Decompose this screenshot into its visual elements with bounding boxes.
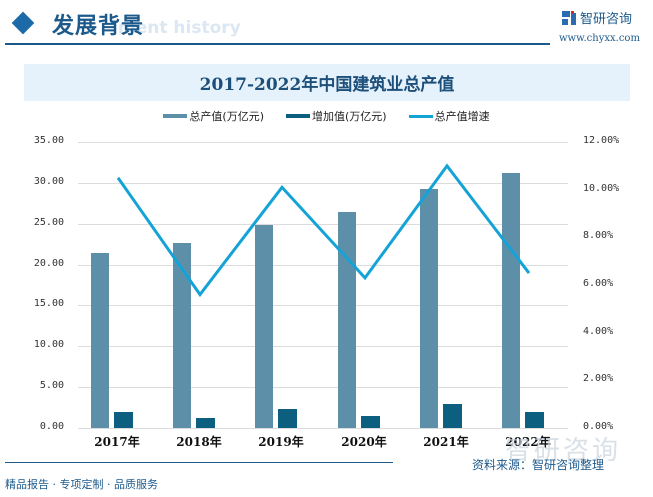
logo-icon: [562, 10, 576, 25]
legend-swatch-added: [286, 114, 310, 118]
y-right-tick: 0.00%: [583, 421, 614, 432]
bar-total-output: [502, 173, 520, 428]
chart-title-band: 2017-2022年中国建筑业总产值: [24, 64, 630, 101]
legend-label: 增加值(万亿元): [312, 110, 387, 123]
gridline: [78, 182, 568, 184]
y-right-tick: 10.00%: [583, 182, 620, 194]
header-divider: [5, 43, 550, 45]
bar-added-value: [196, 418, 215, 428]
legend-swatch-growth: [408, 114, 433, 118]
source-note: 资料来源：智研咨询整理: [472, 458, 605, 472]
gridline: [78, 264, 568, 266]
y-left-tick: 5.00: [39, 380, 64, 392]
bar-total-output: [173, 243, 191, 428]
section-header: ment history 发展背景 智研咨询 www.chyxx.com: [0, 0, 653, 60]
legend-item-total: 总产值(万亿元): [163, 108, 264, 124]
y-right-tick: 2.00%: [583, 373, 614, 385]
x-axis-label: 2019年: [258, 435, 304, 449]
watermark-text: 智研咨询: [505, 436, 622, 466]
logo-text: 智研咨询: [580, 12, 633, 27]
y-left-tick: 10.00: [33, 339, 64, 351]
chart-legend: 总产值(万亿元) 增加值(万亿元) 总产值增速: [0, 108, 653, 124]
legend-swatch-total: [163, 114, 188, 118]
gridline: [78, 305, 568, 307]
y-right-tick: 12.00%: [583, 135, 620, 146]
y-left-tick: 0.00: [39, 421, 64, 432]
bar-total-output: [91, 253, 109, 428]
bar-total-output: [255, 225, 273, 428]
legend-label: 总产值(万亿元): [189, 110, 264, 123]
gridline: [78, 428, 568, 429]
footer-tagline: 精品报告 · 专项定制 · 品质服务: [5, 478, 158, 491]
bar-added-value: [443, 404, 462, 428]
brand-logo: 智研咨询: [562, 8, 632, 27]
y-left-tick: 20.00: [33, 257, 64, 269]
legend-label: 总产值增速: [434, 110, 490, 123]
bar-added-value: [525, 412, 544, 428]
section-title: 发展背景: [52, 13, 145, 39]
logo-url: www.chyxx.com: [559, 33, 640, 44]
header-subtitle-watermark: ment history: [118, 18, 241, 38]
y-right-tick: 6.00%: [583, 278, 614, 289]
y-right-tick: 8.00%: [583, 230, 614, 242]
chart-title: 2017-2022年中国建筑业总产值: [199, 75, 455, 95]
bar-total-output: [420, 188, 438, 428]
gridline: [78, 142, 568, 143]
x-axis-label: 2021年: [423, 435, 469, 449]
bar-added-value: [361, 415, 380, 428]
legend-item-growth: 总产值增速: [408, 108, 490, 124]
y-left-tick: 35.00: [33, 135, 64, 146]
gridline: [78, 223, 568, 225]
gridline: [78, 387, 568, 389]
legend-item-added: 增加值(万亿元): [286, 108, 387, 124]
y-left-tick: 30.00: [33, 175, 64, 187]
y-left-tick: 25.00: [33, 216, 64, 228]
gridline: [78, 346, 568, 348]
y-right-tick: 4.00%: [583, 325, 614, 337]
y-left-tick: 15.00: [33, 298, 64, 310]
bar-added-value: [114, 411, 133, 428]
x-axis-label: 2022年: [505, 435, 551, 449]
x-axis-label: 2020年: [341, 435, 387, 449]
x-axis-label: 2018年: [176, 435, 222, 449]
bar-total-output: [338, 212, 356, 428]
bar-added-value: [278, 409, 297, 428]
footer-divider: [5, 462, 393, 463]
x-axis-label: 2017年: [94, 435, 140, 449]
